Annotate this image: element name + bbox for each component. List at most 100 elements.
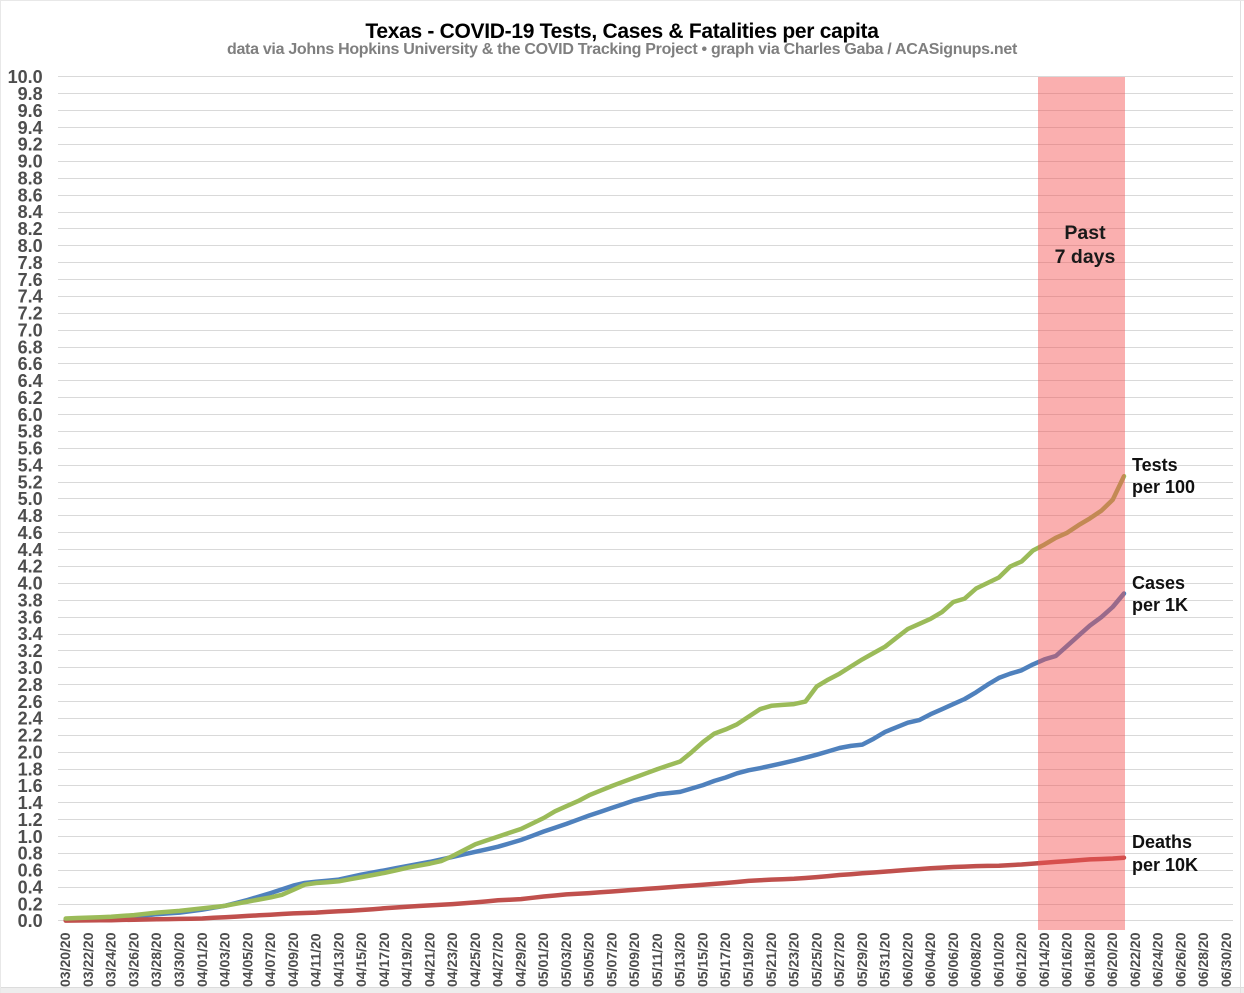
svg-text:05/25/20: 05/25/20 <box>808 932 824 987</box>
svg-text:03/30/20: 03/30/20 <box>171 932 187 987</box>
svg-text:06/06/20: 06/06/20 <box>945 932 961 987</box>
svg-text:per 1K: per 1K <box>1132 595 1188 615</box>
svg-text:05/15/20: 05/15/20 <box>695 932 711 987</box>
svg-text:06/30/20: 06/30/20 <box>1218 932 1234 987</box>
svg-text:1.6: 1.6 <box>18 776 43 796</box>
svg-text:4.6: 4.6 <box>18 523 43 543</box>
svg-text:03/28/20: 03/28/20 <box>148 932 164 987</box>
svg-text:05/17/20: 05/17/20 <box>717 932 733 987</box>
svg-text:1.0: 1.0 <box>18 827 43 847</box>
svg-text:05/05/20: 05/05/20 <box>581 932 597 987</box>
svg-text:2.0: 2.0 <box>18 742 43 762</box>
svg-text:05/07/20: 05/07/20 <box>603 932 619 987</box>
svg-text:per 100: per 100 <box>1132 477 1195 497</box>
svg-text:0.6: 0.6 <box>18 861 43 881</box>
svg-text:8.2: 8.2 <box>18 219 43 239</box>
svg-text:0.2: 0.2 <box>18 894 43 914</box>
svg-text:Tests: Tests <box>1132 455 1178 475</box>
svg-text:06/22/20: 06/22/20 <box>1127 932 1143 987</box>
svg-text:04/07/20: 04/07/20 <box>262 932 278 987</box>
svg-text:05/13/20: 05/13/20 <box>672 932 688 987</box>
svg-text:9.2: 9.2 <box>18 135 43 155</box>
svg-text:03/26/20: 03/26/20 <box>126 932 142 987</box>
svg-text:04/25/20: 04/25/20 <box>467 932 483 987</box>
svg-text:6.4: 6.4 <box>18 371 43 391</box>
svg-text:5.0: 5.0 <box>18 489 43 509</box>
svg-text:6.8: 6.8 <box>18 337 43 357</box>
svg-text:03/22/20: 03/22/20 <box>80 932 96 987</box>
svg-text:7.8: 7.8 <box>18 253 43 273</box>
svg-text:4.4: 4.4 <box>18 540 43 560</box>
svg-text:8.4: 8.4 <box>18 202 43 222</box>
svg-text:05/19/20: 05/19/20 <box>740 932 756 987</box>
svg-text:05/27/20: 05/27/20 <box>831 932 847 987</box>
svg-text:04/27/20: 04/27/20 <box>490 932 506 987</box>
svg-text:7.0: 7.0 <box>18 320 43 340</box>
svg-text:6.2: 6.2 <box>18 388 43 408</box>
svg-text:4.2: 4.2 <box>18 557 43 577</box>
svg-text:04/17/20: 04/17/20 <box>376 932 392 987</box>
svg-text:03/24/20: 03/24/20 <box>103 932 119 987</box>
svg-text:0.8: 0.8 <box>18 844 43 864</box>
svg-text:04/13/20: 04/13/20 <box>330 932 346 987</box>
svg-text:05/01/20: 05/01/20 <box>535 932 551 987</box>
svg-text:5.4: 5.4 <box>18 455 43 475</box>
svg-text:2.8: 2.8 <box>18 675 43 695</box>
svg-text:9.8: 9.8 <box>18 84 43 104</box>
svg-text:04/11/20: 04/11/20 <box>308 933 324 987</box>
svg-text:9.6: 9.6 <box>18 101 43 121</box>
svg-text:04/19/20: 04/19/20 <box>399 932 415 987</box>
svg-text:Past: Past <box>1064 222 1106 244</box>
svg-text:06/08/20: 06/08/20 <box>968 932 984 987</box>
svg-text:05/31/20: 05/31/20 <box>877 932 893 987</box>
svg-text:3.0: 3.0 <box>18 658 43 678</box>
svg-text:06/16/20: 06/16/20 <box>1059 932 1075 987</box>
svg-text:5.2: 5.2 <box>18 472 43 492</box>
svg-text:5.8: 5.8 <box>18 422 43 442</box>
svg-text:0.4: 0.4 <box>18 877 43 897</box>
svg-text:5.6: 5.6 <box>18 439 43 459</box>
svg-text:Cases: Cases <box>1132 573 1185 593</box>
svg-text:06/14/20: 06/14/20 <box>1036 932 1052 987</box>
svg-text:9.0: 9.0 <box>18 152 43 172</box>
svg-text:2.6: 2.6 <box>18 692 43 712</box>
svg-text:06/24/20: 06/24/20 <box>1150 932 1166 987</box>
svg-text:04/09/20: 04/09/20 <box>285 932 301 987</box>
svg-text:04/23/20: 04/23/20 <box>444 932 460 987</box>
svg-text:05/03/20: 05/03/20 <box>558 932 574 987</box>
svg-text:4.8: 4.8 <box>18 506 43 526</box>
svg-text:3.6: 3.6 <box>18 607 43 627</box>
svg-text:6.0: 6.0 <box>18 405 43 425</box>
svg-text:1.2: 1.2 <box>18 810 43 830</box>
svg-text:05/11/20: 05/11/20 <box>649 933 665 987</box>
svg-text:04/01/20: 04/01/20 <box>194 932 210 987</box>
svg-text:7 days: 7 days <box>1055 246 1116 268</box>
svg-text:7.2: 7.2 <box>18 304 43 324</box>
svg-text:2.4: 2.4 <box>18 709 43 729</box>
svg-text:06/20/20: 06/20/20 <box>1104 932 1120 987</box>
svg-text:06/18/20: 06/18/20 <box>1081 932 1097 987</box>
svg-text:04/05/20: 04/05/20 <box>239 932 255 987</box>
svg-text:6.6: 6.6 <box>18 354 43 374</box>
svg-text:0.0: 0.0 <box>18 911 43 931</box>
svg-text:Deaths: Deaths <box>1132 832 1192 852</box>
svg-text:05/29/20: 05/29/20 <box>854 932 870 987</box>
svg-text:2.2: 2.2 <box>18 726 43 746</box>
svg-text:8.0: 8.0 <box>18 236 43 256</box>
svg-text:06/12/20: 06/12/20 <box>1013 932 1029 987</box>
svg-text:4.0: 4.0 <box>18 574 43 594</box>
svg-text:06/04/20: 06/04/20 <box>922 932 938 987</box>
svg-text:05/09/20: 05/09/20 <box>626 932 642 987</box>
svg-text:7.6: 7.6 <box>18 270 43 290</box>
svg-text:3.2: 3.2 <box>18 641 43 661</box>
svg-text:05/23/20: 05/23/20 <box>786 932 802 987</box>
svg-text:06/10/20: 06/10/20 <box>990 932 1006 987</box>
svg-text:3.4: 3.4 <box>18 624 43 644</box>
svg-text:10.0: 10.0 <box>8 67 43 87</box>
svg-text:8.8: 8.8 <box>18 169 43 189</box>
svg-text:7.4: 7.4 <box>18 287 43 307</box>
svg-text:1.4: 1.4 <box>18 793 43 813</box>
svg-text:1.8: 1.8 <box>18 759 43 779</box>
svg-text:3.8: 3.8 <box>18 591 43 611</box>
svg-text:04/29/20: 04/29/20 <box>512 932 528 987</box>
